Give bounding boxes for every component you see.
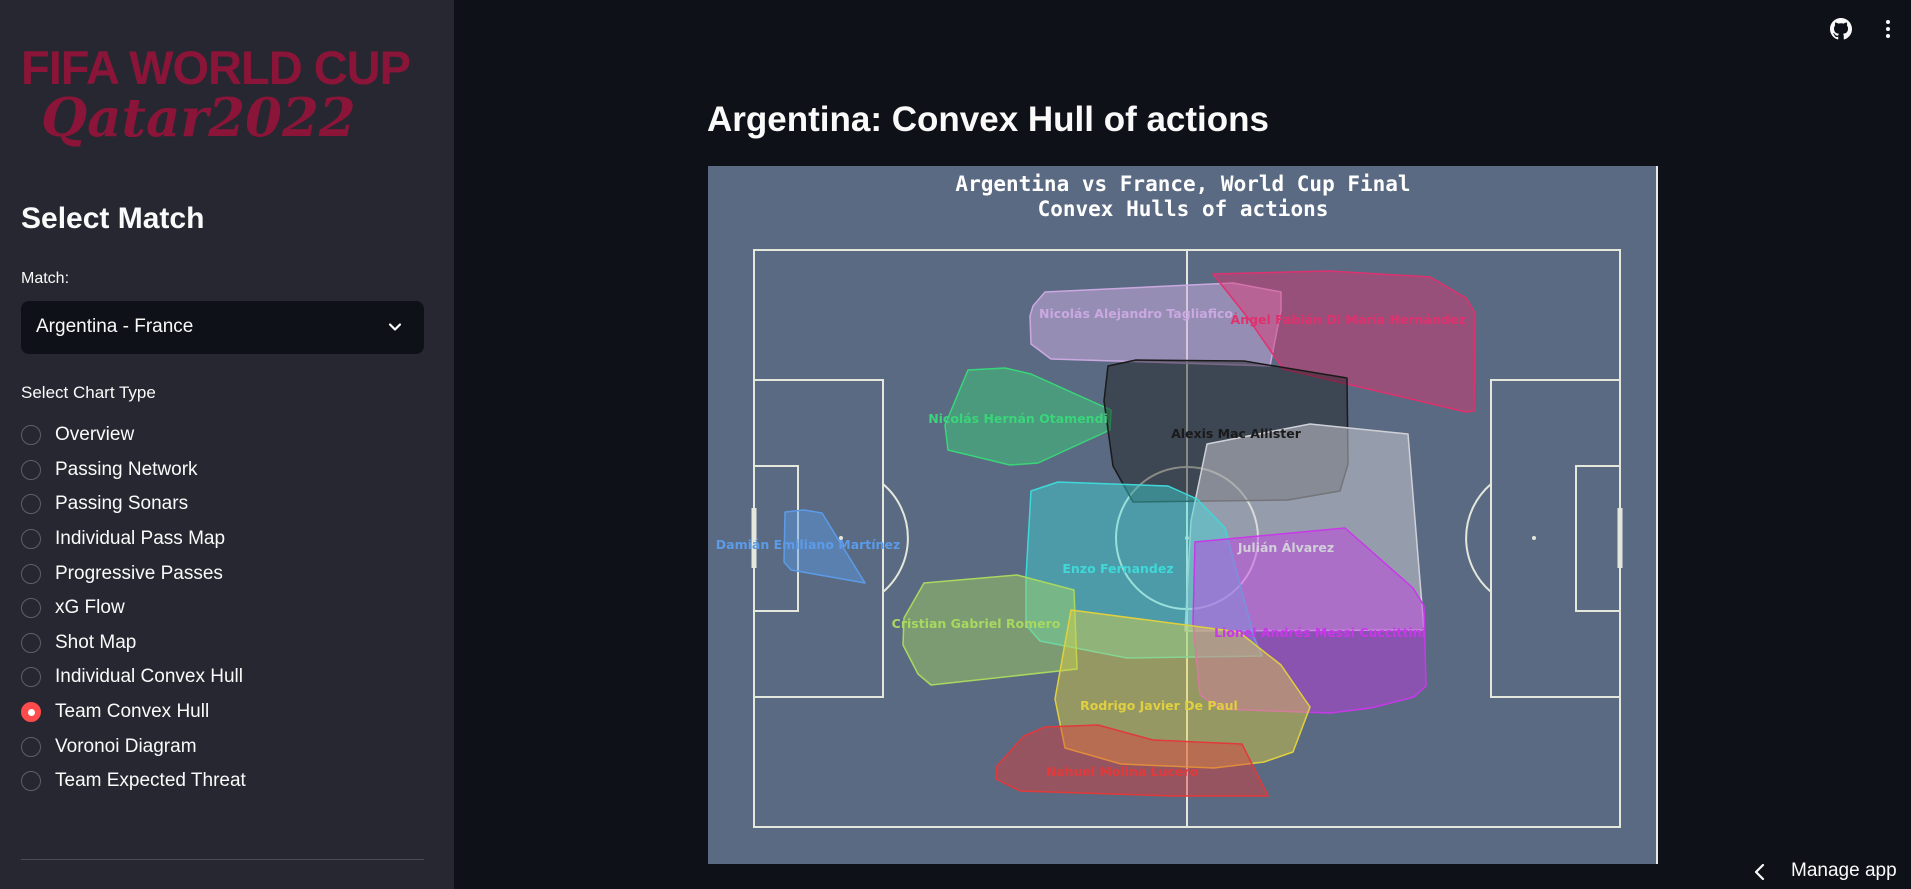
chart-type-option[interactable]: Individual Convex Hull [21,660,246,695]
right-penalty-arc [1465,483,1492,593]
label-otamendi: Nicolás Hernán Otamendi [928,411,1108,426]
chart-title: Argentina vs France, World Cup Final Con… [708,172,1658,222]
hull-otamendi [944,367,1112,466]
chart-type-option-label: Passing Network [55,458,198,480]
convex-hull-chart: Nicolás Alejandro Tagliafico Ángel Fabiá… [708,166,1658,864]
sidebar-title: Select Match [21,202,205,235]
right-penalty-spot [1532,536,1536,540]
match-select-value: Argentina - France [36,316,194,337]
hull-molina [995,724,1269,797]
radio-unselected-icon[interactable] [21,667,41,688]
left-penalty-spot [839,536,843,540]
page-title: Argentina: Convex Hull of actions [707,100,1269,139]
chart-right-border [1656,166,1658,864]
radio-unselected-icon[interactable] [21,494,41,515]
label-tagliafico: Nicolás Alejandro Tagliafico [1039,306,1233,321]
chart-type-option[interactable]: Overview [21,418,246,453]
more-vertical-icon[interactable] [1878,18,1898,40]
chart-type-option-label: Individual Pass Map [55,528,226,550]
chart-type-option-label: Team Expected Threat [55,770,246,792]
radio-unselected-icon[interactable] [21,459,41,480]
chart-type-option[interactable]: Individual Pass Map [21,522,246,557]
chart-title-line2: Convex Hulls of actions [1037,197,1329,221]
hull-de-paul [1054,609,1311,769]
hulls-group [783,270,1476,797]
chart-type-option[interactable]: Progressive Passes [21,556,246,591]
chart-type-option-label: Overview [55,424,135,446]
fifa-world-cup-logo: FIFA WORLD CUP Qatar2022 [21,44,426,156]
label-di-maria: Ángel Fabián Di María Hernández [1231,312,1466,327]
radio-unselected-icon[interactable] [21,771,41,792]
label-molina: Nahuel Molina Lucero [1046,764,1199,779]
match-select[interactable]: Argentina - France [21,301,424,354]
sidebar-divider [21,859,424,860]
radio-selected-icon[interactable] [21,702,41,723]
label-de-paul: Rodrigo Javier De Paul [1080,698,1238,713]
chevron-down-icon [388,323,402,331]
hull-di-maria [1212,270,1476,413]
label-messi: Lionel Andrés Messi Cuccittini [1214,625,1426,640]
sidebar: FIFA WORLD CUP Qatar2022 Select Match Ma… [0,0,454,889]
manage-app-button[interactable]: Manage app [1791,860,1897,881]
right-penalty-box [1490,379,1621,698]
chart-type-option[interactable]: Voronoi Diagram [21,729,246,764]
chart-type-option-label: Progressive Passes [55,562,223,584]
radio-unselected-icon[interactable] [21,598,41,619]
chart-type-option-label: Passing Sonars [55,493,189,515]
chart-type-option[interactable]: Passing Sonars [21,487,246,522]
chart-type-radio-group: Overview Passing Network Passing Sonars Ind… [21,418,246,799]
left-penalty-arc [882,483,909,593]
logo-line2: Qatar2022 [41,87,356,149]
label-enzo: Enzo Fernandez [1062,561,1173,576]
radio-unselected-icon[interactable] [21,632,41,653]
right-six-yard-box [1575,465,1621,612]
label-romero: Cristian Gabriel Romero [892,616,1061,631]
chart-type-option[interactable]: Team Convex Hull [21,695,246,730]
hull-martinez [783,509,866,584]
player-labels: Nicolás Alejandro Tagliafico Ángel Fabiá… [716,306,1466,779]
chart-type-option[interactable]: Shot Map [21,626,246,661]
radio-unselected-icon[interactable] [21,425,41,446]
chart-type-label: Select Chart Type [21,383,156,402]
radio-unselected-icon[interactable] [21,736,41,757]
chart-type-option[interactable]: xG Flow [21,591,246,626]
chart-title-line1: Argentina vs France, World Cup Final [955,172,1411,196]
pitch-svg: Nicolás Alejandro Tagliafico Ángel Fabiá… [716,249,1623,828]
pitch-lines [751,249,1623,828]
label-mac-allister: Alexis Mac Allister [1171,426,1302,441]
chart-type-option-label: xG Flow [55,597,125,619]
chart-type-option-label: Team Convex Hull [55,701,210,723]
chart-type-option[interactable]: Team Expected Threat [21,764,246,799]
label-martinez: Damián Emiliano Martínez [716,537,900,552]
github-icon[interactable] [1830,18,1852,40]
center-spot [1185,536,1189,540]
label-alvarez: Julián Álvarez [1237,540,1334,555]
chart-type-option-label: Voronoi Diagram [55,735,197,757]
chevron-left-icon[interactable] [1752,862,1768,882]
match-label: Match: [21,270,70,287]
chart-type-option-label: Individual Convex Hull [55,666,243,688]
logo-line1: FIFA WORLD CUP [21,41,411,94]
chart-type-option[interactable]: Passing Network [21,453,246,488]
chart-type-option-label: Shot Map [55,631,137,653]
radio-unselected-icon[interactable] [21,563,41,584]
hull-messi [1192,527,1427,714]
radio-unselected-icon[interactable] [21,529,41,550]
hull-romero [902,574,1078,686]
